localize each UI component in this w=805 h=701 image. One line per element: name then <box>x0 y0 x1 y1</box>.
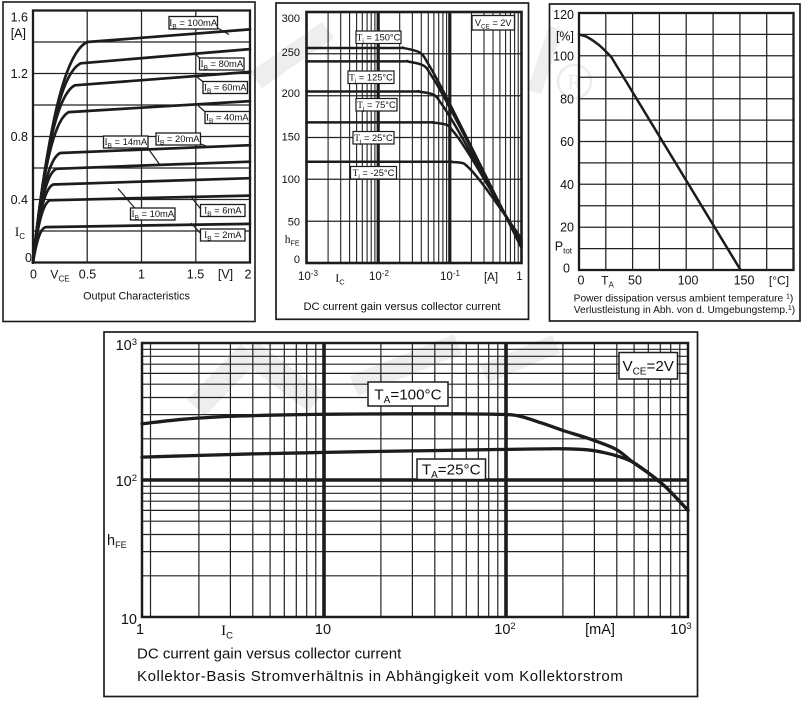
svg-text:0: 0 <box>30 268 37 282</box>
svg-text:TA=100°C: TA=100°C <box>374 386 441 406</box>
svg-text:100: 100 <box>553 50 574 64</box>
svg-text:1.2: 1.2 <box>11 67 28 81</box>
svg-text:50: 50 <box>628 274 642 288</box>
svg-text:IC: IC <box>15 224 25 241</box>
svg-text:1: 1 <box>136 622 144 638</box>
svg-text:10: 10 <box>315 622 331 638</box>
svg-text:IB = 80mA: IB = 80mA <box>200 58 243 72</box>
svg-text:1: 1 <box>516 271 522 283</box>
svg-text:300: 300 <box>282 13 300 25</box>
svg-text:1.5: 1.5 <box>187 268 204 282</box>
svg-text:0: 0 <box>294 254 300 266</box>
svg-text:40: 40 <box>560 178 574 192</box>
svg-text:60: 60 <box>560 135 574 149</box>
svg-text:102: 102 <box>116 473 137 490</box>
svg-text:150: 150 <box>734 274 755 288</box>
svg-text:IB = 2mA: IB = 2mA <box>204 229 242 243</box>
svg-text:103: 103 <box>670 621 691 638</box>
svg-text:Verlustleistung in Abh. von d.: Verlustleistung in Abh. von d. Umgebungs… <box>574 305 795 316</box>
svg-text:[mA]: [mA] <box>585 622 615 638</box>
svg-text:20: 20 <box>560 221 574 235</box>
svg-text:0.4: 0.4 <box>11 193 28 207</box>
svg-text:IC: IC <box>335 271 345 287</box>
svg-text:100: 100 <box>282 174 300 186</box>
svg-text:50: 50 <box>288 217 300 229</box>
svg-text:10: 10 <box>121 612 137 628</box>
svg-text:IB = 6mA: IB = 6mA <box>204 205 242 219</box>
svg-text:DC current gain versus collect: DC current gain versus collector current <box>303 301 501 313</box>
svg-text:Output Characteristics: Output Characteristics <box>83 291 190 303</box>
svg-text:IB = 14mA: IB = 14mA <box>104 136 147 150</box>
svg-text:200: 200 <box>282 88 300 100</box>
svg-text:Power dissipation versus ambie: Power dissipation versus ambient tempera… <box>574 294 794 305</box>
svg-text:1: 1 <box>138 268 145 282</box>
svg-text:0: 0 <box>25 251 32 265</box>
svg-text:150: 150 <box>282 132 300 144</box>
svg-text:IB = 100mA: IB = 100mA <box>169 17 218 31</box>
svg-text:0: 0 <box>578 274 585 288</box>
svg-text:Tj = 25°C: Tj = 25°C <box>354 133 393 146</box>
svg-text:102: 102 <box>494 621 515 638</box>
svg-text:80: 80 <box>560 93 574 107</box>
svg-text:IB = 60mA: IB = 60mA <box>204 82 247 96</box>
svg-text:Tj = 125°C: Tj = 125°C <box>349 72 393 85</box>
svg-text:[A]: [A] <box>11 27 26 41</box>
svg-text:[%]: [%] <box>556 30 574 44</box>
svg-text:0: 0 <box>563 262 570 276</box>
svg-text:IB = 10mA: IB = 10mA <box>131 208 174 222</box>
svg-text:hFE: hFE <box>285 234 300 248</box>
svg-text:TA=25°C: TA=25°C <box>422 462 481 482</box>
svg-text:Kollektor-Basis Stromverhältni: Kollektor-Basis Stromverhältnis in Abhän… <box>137 668 623 685</box>
svg-text:120: 120 <box>553 8 574 22</box>
svg-text:250: 250 <box>282 47 300 59</box>
svg-text:103: 103 <box>116 337 137 354</box>
svg-text:[°C]: [°C] <box>769 274 789 288</box>
svg-text:IB = 40mA: IB = 40mA <box>206 112 249 126</box>
svg-text:Tj = 75°C: Tj = 75°C <box>357 100 396 113</box>
svg-text:Tj = -25°C: Tj = -25°C <box>353 168 395 181</box>
svg-text:VCE=2V: VCE=2V <box>622 358 674 378</box>
svg-text:1.6: 1.6 <box>11 11 28 25</box>
svg-text:[V]: [V] <box>218 268 233 282</box>
svg-text:0.5: 0.5 <box>79 268 96 282</box>
svg-text:DC current gain versus collect: DC current gain versus collector current <box>137 646 402 663</box>
svg-text:0.8: 0.8 <box>11 130 28 144</box>
svg-text:[A]: [A] <box>484 272 498 284</box>
svg-text:IC: IC <box>221 623 233 642</box>
svg-text:IB = 20mA: IB = 20mA <box>157 133 200 147</box>
svg-text:Tj = 150°C: Tj = 150°C <box>357 32 401 45</box>
svg-text:2: 2 <box>245 268 252 282</box>
svg-text:100: 100 <box>678 274 699 288</box>
